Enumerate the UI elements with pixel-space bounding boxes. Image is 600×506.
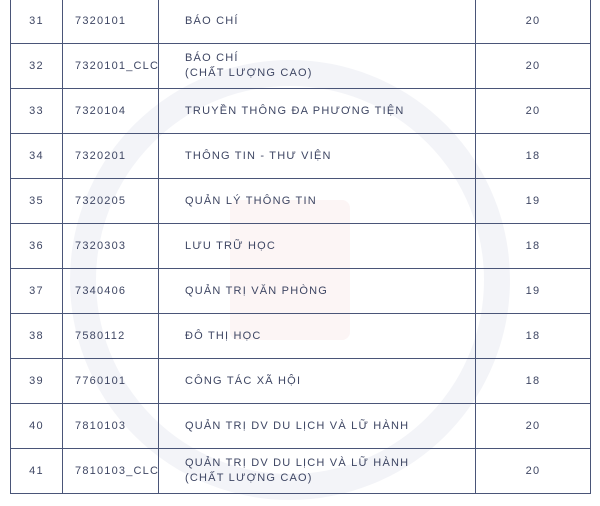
table-row: 31 7320101 BÁO CHÍ 20 xyxy=(10,0,591,44)
table-row: 41 7810103_CLC QUẢN TRỊ DV DU LỊCH VÀ LỮ H… xyxy=(10,448,591,494)
major-name: BÁO CHÍ xyxy=(158,0,476,44)
major-name: BÁO CHÍ (CHẤT LƯỢNG CAO) xyxy=(158,43,476,89)
major-name-line: (CHẤT LƯỢNG CAO) xyxy=(185,67,313,79)
major-code: 7320101 xyxy=(62,0,159,44)
row-number: 31 xyxy=(10,0,63,44)
row-number: 40 xyxy=(10,403,63,449)
admission-score: 19 xyxy=(475,268,591,314)
table-row: 39 7760101 CÔNG TÁC XÃ HỘI 18 xyxy=(10,358,591,404)
major-name-line: LƯU TRỮ HỌC xyxy=(185,239,277,252)
major-name-line: QUẢN TRỊ VĂN PHÒNG xyxy=(185,284,329,297)
major-name-line: CÔNG TÁC XÃ HỘI xyxy=(185,374,302,387)
table-row: 35 7320205 QUẢN LÝ THÔNG TIN 19 xyxy=(10,178,591,224)
major-code: 7340406 xyxy=(62,268,159,314)
major-code: 7760101 xyxy=(62,358,159,404)
table-row: 40 7810103 QUẢN TRỊ DV DU LỊCH VÀ LỮ HÀNH 2… xyxy=(10,403,591,449)
admission-score: 20 xyxy=(475,88,591,134)
major-name-line: ĐÔ THỊ HỌC xyxy=(185,329,262,342)
major-name-line: BÁO CHÍ xyxy=(185,52,239,64)
admission-score: 18 xyxy=(475,223,591,269)
major-code: 7320104 xyxy=(62,88,159,134)
table-row: 33 7320104 TRUYỀN THÔNG ĐA PHƯƠNG TIỆN 20 xyxy=(10,88,591,134)
row-number: 35 xyxy=(10,178,63,224)
admission-score: 20 xyxy=(475,0,591,44)
admission-score: 18 xyxy=(475,358,591,404)
major-name-line: BÁO CHÍ xyxy=(185,14,239,27)
table-row: 38 7580112 ĐÔ THỊ HỌC 18 xyxy=(10,313,591,359)
admission-score: 18 xyxy=(475,133,591,179)
row-number: 38 xyxy=(10,313,63,359)
major-code: 7580112 xyxy=(62,313,159,359)
admission-score: 20 xyxy=(475,43,591,89)
major-name: QUẢN TRỊ DV DU LỊCH VÀ LỮ HÀNH (CHẤT LƯỢN… xyxy=(158,448,476,494)
major-code: 7320201 xyxy=(62,133,159,179)
major-code: 7320205 xyxy=(62,178,159,224)
row-number: 39 xyxy=(10,358,63,404)
major-name: ĐÔ THỊ HỌC xyxy=(158,313,476,359)
major-name-line: QUẢN TRỊ DV DU LỊCH VÀ LỮ HÀNH xyxy=(185,419,410,432)
admission-score: 20 xyxy=(475,403,591,449)
major-name: TRUYỀN THÔNG ĐA PHƯƠNG TIỆN xyxy=(158,88,476,134)
major-name: LƯU TRỮ HỌC xyxy=(158,223,476,269)
admission-score: 18 xyxy=(475,313,591,359)
major-name-line: (CHẤT LƯỢNG CAO) xyxy=(185,472,313,484)
admission-score: 20 xyxy=(475,448,591,494)
major-name-line: QUẢN TRỊ DV DU LỊCH VÀ LỮ HÀNH xyxy=(185,457,410,469)
major-name-line: TRUYỀN THÔNG ĐA PHƯƠNG TIỆN xyxy=(185,104,405,117)
row-number: 32 xyxy=(10,43,63,89)
table-row: 36 7320303 LƯU TRỮ HỌC 18 xyxy=(10,223,591,269)
row-number: 33 xyxy=(10,88,63,134)
table-row: 32 7320101_CLC BÁO CHÍ (CHẤT LƯỢNG CAO) 20 xyxy=(10,43,591,89)
major-code: 7320101_CLC xyxy=(62,43,159,89)
major-name-line: THÔNG TIN - THƯ VIỆN xyxy=(185,149,332,162)
admission-score-table: 31 7320101 BÁO CHÍ 20 32 7320101_CLC BÁO CHÍ (C… xyxy=(10,0,591,494)
table-row: 37 7340406 QUẢN TRỊ VĂN PHÒNG 19 xyxy=(10,268,591,314)
major-name-line: QUẢN LÝ THÔNG TIN xyxy=(185,194,317,207)
major-name: CÔNG TÁC XÃ HỘI xyxy=(158,358,476,404)
major-code: 7810103_CLC xyxy=(62,448,159,494)
row-number: 36 xyxy=(10,223,63,269)
table-row: 34 7320201 THÔNG TIN - THƯ VIỆN 18 xyxy=(10,133,591,179)
major-code: 7320303 xyxy=(62,223,159,269)
row-number: 41 xyxy=(10,448,63,494)
row-number: 37 xyxy=(10,268,63,314)
major-name: QUẢN TRỊ DV DU LỊCH VÀ LỮ HÀNH xyxy=(158,403,476,449)
major-code: 7810103 xyxy=(62,403,159,449)
major-name: QUẢN TRỊ VĂN PHÒNG xyxy=(158,268,476,314)
row-number: 34 xyxy=(10,133,63,179)
admission-score: 19 xyxy=(475,178,591,224)
major-name: THÔNG TIN - THƯ VIỆN xyxy=(158,133,476,179)
major-name: QUẢN LÝ THÔNG TIN xyxy=(158,178,476,224)
